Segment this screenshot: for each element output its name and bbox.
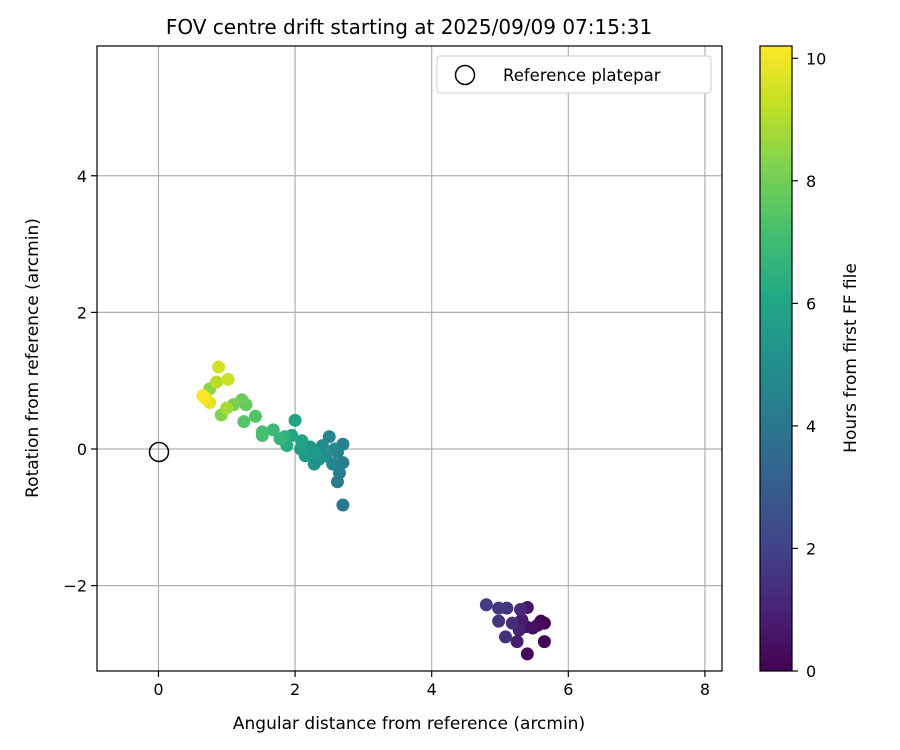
legend-box	[436, 55, 712, 94]
data-point	[492, 614, 506, 628]
colorbar-tick-label: 2	[806, 539, 816, 558]
data-point	[510, 635, 524, 649]
legend: Reference platepar	[436, 55, 712, 94]
reference-platepar-marker	[148, 441, 170, 463]
data-point	[221, 372, 235, 386]
colorbar-tick-label: 10	[806, 49, 826, 68]
data-point	[196, 389, 210, 403]
data-point	[537, 635, 551, 649]
y-axis-label: Rotation from reference (arcmin)	[23, 218, 43, 498]
data-point	[332, 466, 346, 480]
data-point	[520, 647, 534, 661]
data-points	[196, 360, 551, 661]
data-point	[498, 630, 512, 644]
data-point	[328, 442, 342, 456]
plot-frame	[96, 45, 723, 672]
x-tick-label: 0	[153, 680, 163, 699]
x-tick-label: 2	[290, 680, 300, 699]
data-point	[513, 603, 527, 617]
chart-title: FOV centre drift starting at 2025/09/09 …	[166, 15, 652, 39]
colorbar-tick-label: 0	[806, 662, 816, 681]
data-point	[307, 457, 321, 471]
legend-entry-reference: Reference platepar	[503, 66, 661, 85]
colorbar	[759, 45, 793, 672]
x-tick-label: 8	[700, 680, 710, 699]
data-point	[492, 601, 506, 615]
data-point	[273, 432, 287, 446]
axis-ticks: 0 2 4 6 8 −2 0 2 4	[63, 167, 710, 699]
data-point	[336, 498, 350, 512]
colorbar-tick-label: 6	[806, 294, 816, 313]
legend-marker-icon	[454, 64, 476, 86]
data-point	[266, 423, 280, 437]
y-tick-label: 0	[77, 440, 87, 459]
colorbar-tick-label: 8	[806, 172, 816, 191]
data-point	[322, 430, 336, 444]
colorbar-ticks: 0 2 4 6 8 10	[792, 49, 826, 681]
data-point	[220, 401, 234, 415]
x-tick-label: 6	[563, 680, 573, 699]
data-point	[295, 434, 309, 448]
data-point	[255, 425, 269, 439]
colorbar-label: Hours from first FF file	[841, 263, 861, 453]
data-point	[212, 360, 226, 374]
data-point	[336, 456, 350, 470]
data-point	[237, 415, 251, 429]
x-axis-label: Angular distance from reference (arcmin)	[233, 714, 585, 734]
y-tick-label: 4	[77, 167, 87, 186]
data-point	[479, 598, 493, 612]
data-point	[288, 413, 302, 427]
data-point	[505, 616, 519, 630]
y-tick-label: −2	[63, 577, 87, 596]
y-tick-label: 2	[77, 303, 87, 322]
x-tick-label: 4	[427, 680, 437, 699]
colorbar-tick-label: 4	[806, 417, 816, 436]
data-point	[248, 409, 262, 423]
grid	[97, 46, 722, 671]
data-point	[210, 375, 224, 389]
